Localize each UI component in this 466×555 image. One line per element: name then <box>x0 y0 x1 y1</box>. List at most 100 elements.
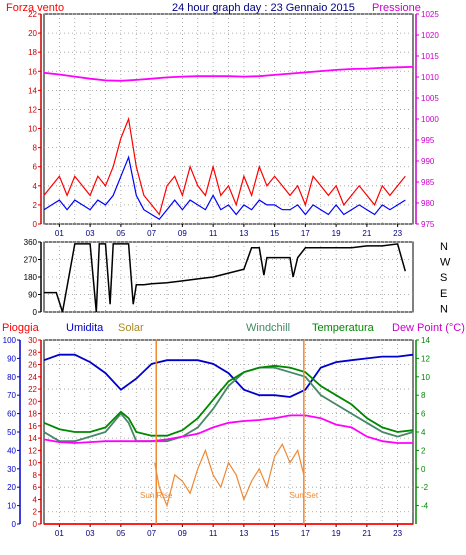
wind-axis-tick-label: 14 <box>28 86 37 95</box>
rain-axis-tick-label: 0 <box>33 520 38 529</box>
rain-axis-title: Pioggia <box>2 322 40 334</box>
direction-axis-tick-label: 90 <box>28 291 37 300</box>
dewpoint-axis-title: Dew Point (°C) <box>392 322 465 334</box>
x-tick-label: 07 <box>147 229 156 238</box>
humidity-axis-tick-label: 90 <box>7 354 16 363</box>
x-tick-label: 19 <box>332 529 341 538</box>
humidity-axis-tick-label: 70 <box>7 391 16 400</box>
x-tick-label: 17 <box>301 229 310 238</box>
temp-axis-tick-label: 6 <box>421 410 426 419</box>
temperature-panel: 0246810121416182022242628300102030405060… <box>3 336 431 538</box>
pressure-axis-tick-label: 1025 <box>421 10 439 19</box>
compass-label: E <box>440 288 447 300</box>
series-0 <box>43 116 406 216</box>
series-5 <box>43 414 413 444</box>
wind-axis-tick-label: 20 <box>28 29 37 38</box>
temp-axis-tick-label: 2 <box>421 446 426 455</box>
compass-label: N <box>440 241 448 253</box>
x-tick-label: 07 <box>147 529 156 538</box>
pressure-axis-tick-label: 975 <box>421 220 435 229</box>
pressure-axis-tick-label: 1015 <box>421 52 439 61</box>
x-tick-label: 09 <box>178 229 187 238</box>
temp-axis-tick-label: 0 <box>421 465 426 474</box>
x-tick-label: 09 <box>178 529 187 538</box>
humidity-axis-tick-label: 30 <box>7 465 16 474</box>
wind-axis-tick-label: 0 <box>33 220 38 229</box>
wind-axis-tick-label: 2 <box>33 201 38 210</box>
rain-axis-tick-label: 28 <box>28 348 37 357</box>
x-tick-label: 11 <box>209 529 218 538</box>
x-tick-label: 15 <box>270 229 279 238</box>
pressure-axis-tick-label: 1005 <box>421 94 439 103</box>
wind-axis-tick-label: 22 <box>28 10 37 19</box>
temp-axis-tick-label: 14 <box>421 336 430 345</box>
temp-axis-tick-label: 8 <box>421 391 426 400</box>
solar-label: Solar <box>118 322 144 334</box>
rain-axis-tick-label: 26 <box>28 361 37 370</box>
wind-axis-tick-label: 6 <box>33 163 38 172</box>
rain-axis-tick-label: 14 <box>28 434 37 443</box>
wind-axis-tick-label: 10 <box>28 125 37 134</box>
humidity-axis-tick-label: 50 <box>7 428 16 437</box>
compass-label: S <box>440 272 447 284</box>
pressure-axis-tick-label: 990 <box>421 157 435 166</box>
x-tick-label: 21 <box>362 229 371 238</box>
pressure-axis-tick-label: 980 <box>421 199 435 208</box>
x-tick-label: 01 <box>55 229 64 238</box>
compass-label: W <box>440 257 451 269</box>
rain-axis-tick-label: 24 <box>28 373 37 382</box>
x-tick-label: 03 <box>86 529 95 538</box>
humidity-axis-tick-label: 80 <box>7 373 16 382</box>
humidity-axis-tick-label: 100 <box>3 336 17 345</box>
pressure-axis-title: Pressione <box>372 2 421 14</box>
series-4 <box>43 364 414 437</box>
temp-axis-tick-label: 12 <box>421 354 430 363</box>
temp-axis-tick-label: 10 <box>421 373 430 382</box>
x-tick-label: 17 <box>301 529 310 538</box>
pressure-axis-tick-label: 1000 <box>421 115 439 124</box>
humidity-axis-tick-label: 20 <box>7 483 16 492</box>
rain-axis-tick-label: 6 <box>33 483 38 492</box>
wind-axis-tick-label: 12 <box>28 105 37 114</box>
rain-axis-tick-label: 18 <box>28 410 37 419</box>
sun-marker-label: Sun Rise <box>140 491 173 500</box>
temp-axis-tick-label: -4 <box>421 502 429 511</box>
wind-axis-tick-label: 4 <box>33 182 38 191</box>
rain-axis-tick-label: 12 <box>28 446 37 455</box>
x-tick-label: 13 <box>239 229 248 238</box>
series-1 <box>43 353 414 398</box>
x-tick-label: 03 <box>86 229 95 238</box>
humidity-axis-tick-label: 0 <box>12 520 17 529</box>
pressure-axis-tick-label: 1020 <box>421 31 439 40</box>
pressure-axis-tick-label: 995 <box>421 136 435 145</box>
pressure-axis-tick-label: 1010 <box>421 73 439 82</box>
wind-axis-tick-label: 8 <box>33 144 38 153</box>
wind-axis-title: Forza vento <box>6 2 64 14</box>
series-2 <box>43 66 414 82</box>
direction-axis-tick-label: 180 <box>24 273 38 282</box>
rain-axis-tick-label: 10 <box>28 459 37 468</box>
x-tick-label: 21 <box>362 529 371 538</box>
x-tick-label: 11 <box>209 229 218 238</box>
x-tick-label: 15 <box>270 529 279 538</box>
series-3 <box>43 366 414 443</box>
temp-axis-tick-label: -2 <box>421 483 429 492</box>
rain-axis-tick-label: 4 <box>33 495 38 504</box>
windchill-label: Windchill <box>246 322 290 334</box>
rain-axis-tick-label: 20 <box>28 397 37 406</box>
compass-label: N <box>440 303 448 315</box>
chart-title: 24 hour graph day : 23 Gennaio 2015 <box>172 2 355 14</box>
direction-series-0 <box>44 243 407 313</box>
series-1 <box>43 155 406 220</box>
rain-axis-tick-label: 8 <box>33 471 38 480</box>
rain-axis-tick-label: 16 <box>28 422 37 431</box>
humidity-axis-tick-label: 10 <box>7 502 16 511</box>
humidity-axis-tick-label: 60 <box>7 410 16 419</box>
humidity-axis-title: Umidita <box>66 322 104 334</box>
x-tick-label: 23 <box>393 229 402 238</box>
x-tick-label: 01 <box>55 529 64 538</box>
series-2 <box>154 443 305 508</box>
direction-axis-tick-label: 360 <box>24 238 38 247</box>
wind-pressure-panel: 0 2 4 6 8 10 12 14 16 18 20 22 975 980 985 990 995 1000 10… <box>28 10 439 238</box>
